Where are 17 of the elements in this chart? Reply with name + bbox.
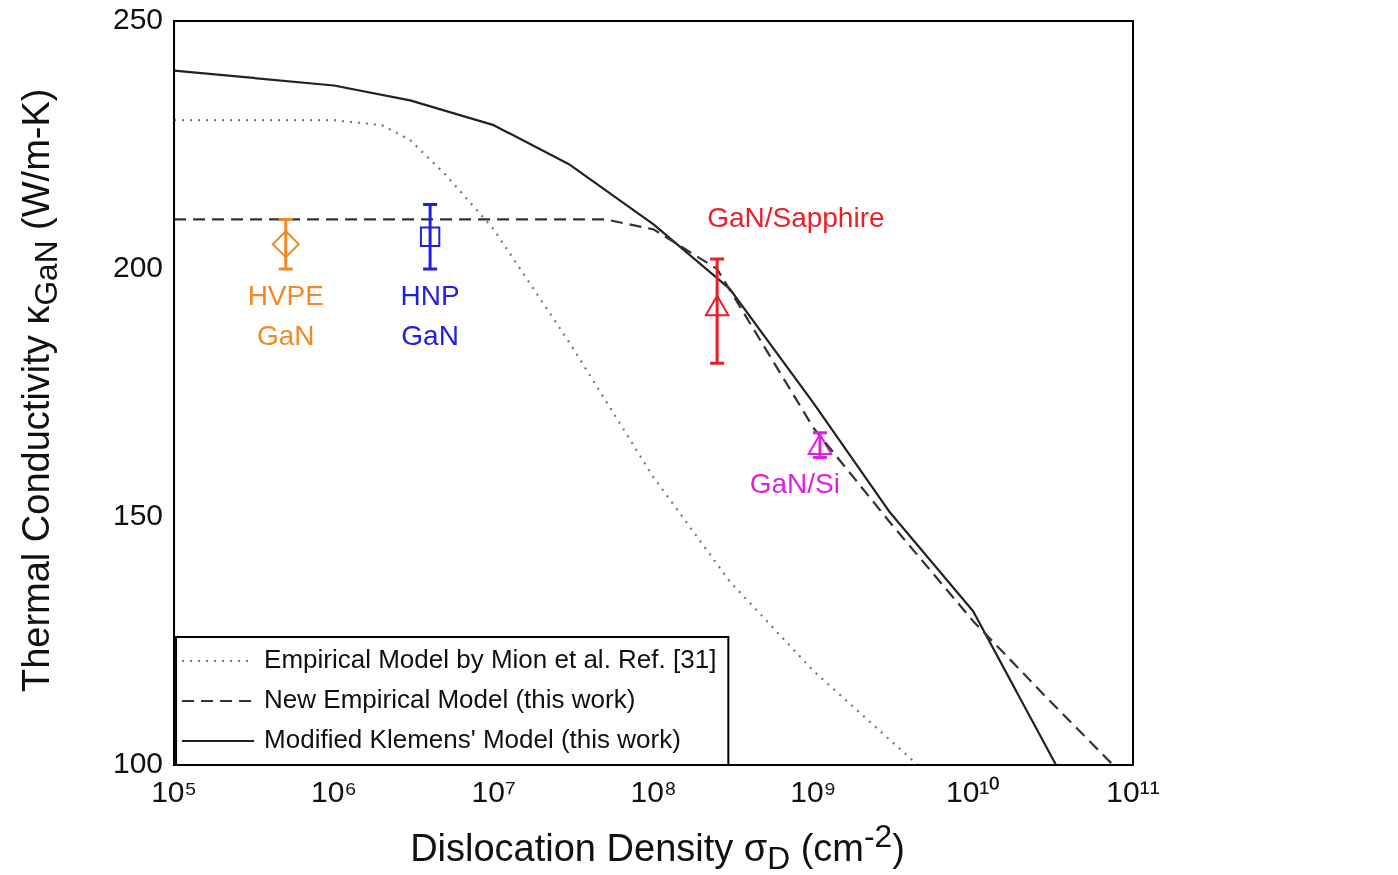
legend-label: Empirical Model by Mion et al. Ref. [31] [264, 644, 717, 675]
x-tick-label: 10⁹ [790, 775, 837, 809]
legend-label: Modified Klemens' Model (this work) [264, 724, 681, 755]
y-tick-label: 150 [112, 498, 164, 532]
x-tick-label: 10⁷ [471, 775, 516, 809]
text: GaN/Sapphire [707, 201, 885, 233]
x-tick-label: 10⁸ [630, 775, 677, 809]
series-label: HNP GaN [400, 279, 460, 351]
series-label: GaN/Si [749, 468, 840, 500]
x-tick-label: 10¹⁰ [946, 775, 1001, 809]
x-tick-label: 10¹¹ [1106, 775, 1160, 809]
series-label: HVPE GaN [247, 279, 324, 351]
y-tick-label: 200 [112, 250, 164, 284]
legend-label: New Empirical Model (this work) [264, 684, 636, 715]
x-axis-title: Dislocation Density σ$_{D}$ (cm$^{-2}$) [409, 818, 906, 875]
y-tick-label: 250 [112, 2, 164, 36]
x-tick-label: 10⁶ [311, 775, 357, 809]
